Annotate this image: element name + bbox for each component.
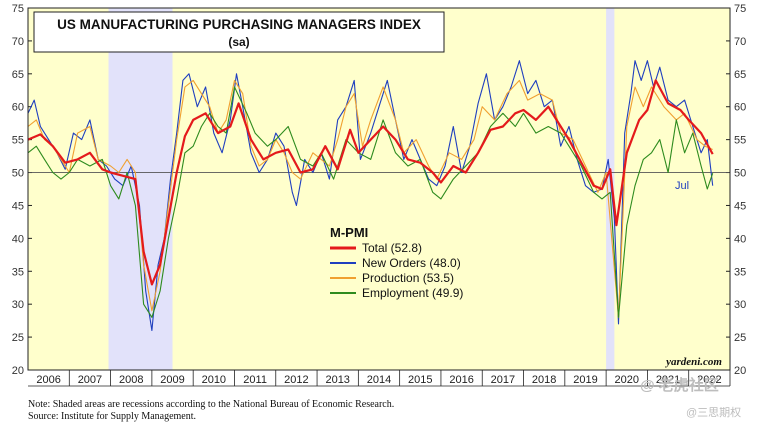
legend-label: Total (52.8) bbox=[362, 241, 422, 255]
y-tick-label-left: 50 bbox=[12, 168, 24, 180]
footnote-source: Source: Institute for Supply Management. bbox=[28, 411, 197, 422]
x-tick-label: 2015 bbox=[408, 374, 432, 386]
x-tick-label: 2011 bbox=[243, 374, 267, 386]
y-tick-label-right: 35 bbox=[734, 266, 746, 278]
y-tick-label-right: 75 bbox=[734, 3, 746, 15]
y-tick-label-left: 40 bbox=[12, 233, 24, 245]
chart-subtitle: (sa) bbox=[228, 35, 249, 49]
watermark-author: @三思期权 bbox=[686, 407, 742, 419]
y-tick-label-right: 20 bbox=[734, 365, 746, 377]
y-tick-label-left: 70 bbox=[12, 36, 24, 48]
y-tick-label-left: 20 bbox=[12, 365, 24, 377]
y-tick-label-right: 50 bbox=[734, 168, 746, 180]
x-tick-label: 2010 bbox=[202, 374, 226, 386]
source-credit: yardeni.com bbox=[664, 356, 722, 368]
recession-band bbox=[108, 8, 173, 370]
x-tick-label: 2017 bbox=[491, 374, 515, 386]
recession-band bbox=[606, 8, 615, 370]
series-line-new-orders bbox=[27, 60, 714, 332]
end-annotation: Jul bbox=[675, 180, 689, 192]
series-line-production bbox=[27, 79, 713, 318]
y-tick-label-left: 25 bbox=[12, 332, 24, 344]
x-tick-label: 2013 bbox=[325, 374, 349, 386]
legend-label: Production (53.5) bbox=[362, 271, 454, 285]
y-tick-label-right: 25 bbox=[734, 332, 746, 344]
x-tick-label: 2018 bbox=[532, 374, 556, 386]
y-tick-label-left: 55 bbox=[12, 135, 24, 147]
y-tick-label-right: 55 bbox=[734, 135, 746, 147]
y-tick-label-right: 65 bbox=[734, 69, 746, 81]
legend-title: M-PMI bbox=[330, 225, 368, 240]
x-tick-label: 2006 bbox=[36, 374, 60, 386]
x-tick-label: 2019 bbox=[573, 374, 597, 386]
x-tick-label: 2012 bbox=[284, 374, 308, 386]
title-box bbox=[33, 11, 445, 53]
series-line-total bbox=[27, 79, 714, 286]
x-tick-label: 2020 bbox=[615, 374, 639, 386]
y-tick-label-right: 45 bbox=[734, 200, 746, 212]
footnote-note: Note: Shaded areas are recessions accord… bbox=[28, 399, 395, 410]
x-tick-label: 2021 bbox=[656, 374, 680, 386]
y-tick-label-left: 45 bbox=[12, 200, 24, 212]
legend: M-PMI Total (52.8)New Orders (48.0)Produ… bbox=[330, 225, 463, 300]
watermark-community: @ 老虎社区 bbox=[640, 377, 719, 394]
x-tick-label: 2014 bbox=[367, 374, 391, 386]
y-tick-label-right: 40 bbox=[734, 233, 746, 245]
x-tick-label: 2008 bbox=[119, 374, 143, 386]
y-tick-label-right: 60 bbox=[734, 102, 746, 114]
y-tick-label-left: 30 bbox=[12, 299, 24, 311]
y-tick-label-left: 60 bbox=[12, 102, 24, 114]
legend-label: New Orders (48.0) bbox=[362, 256, 461, 270]
legend-label: Employment (49.9) bbox=[362, 286, 463, 300]
y-tick-label-left: 75 bbox=[12, 3, 24, 15]
y-tick-label-right: 30 bbox=[734, 299, 746, 311]
plot-frame bbox=[27, 7, 731, 371]
x-tick-label: 2016 bbox=[449, 374, 473, 386]
x-tick-label: 2022 bbox=[697, 374, 721, 386]
chart-title: US MANUFACTURING PURCHASING MANAGERS IND… bbox=[57, 17, 421, 32]
y-tick-label-right: 70 bbox=[734, 36, 746, 48]
x-tick-label: 2009 bbox=[160, 374, 184, 386]
y-tick-label-left: 65 bbox=[12, 69, 24, 81]
x-tick-label: 2007 bbox=[78, 374, 102, 386]
y-tick-label-left: 35 bbox=[12, 266, 24, 278]
